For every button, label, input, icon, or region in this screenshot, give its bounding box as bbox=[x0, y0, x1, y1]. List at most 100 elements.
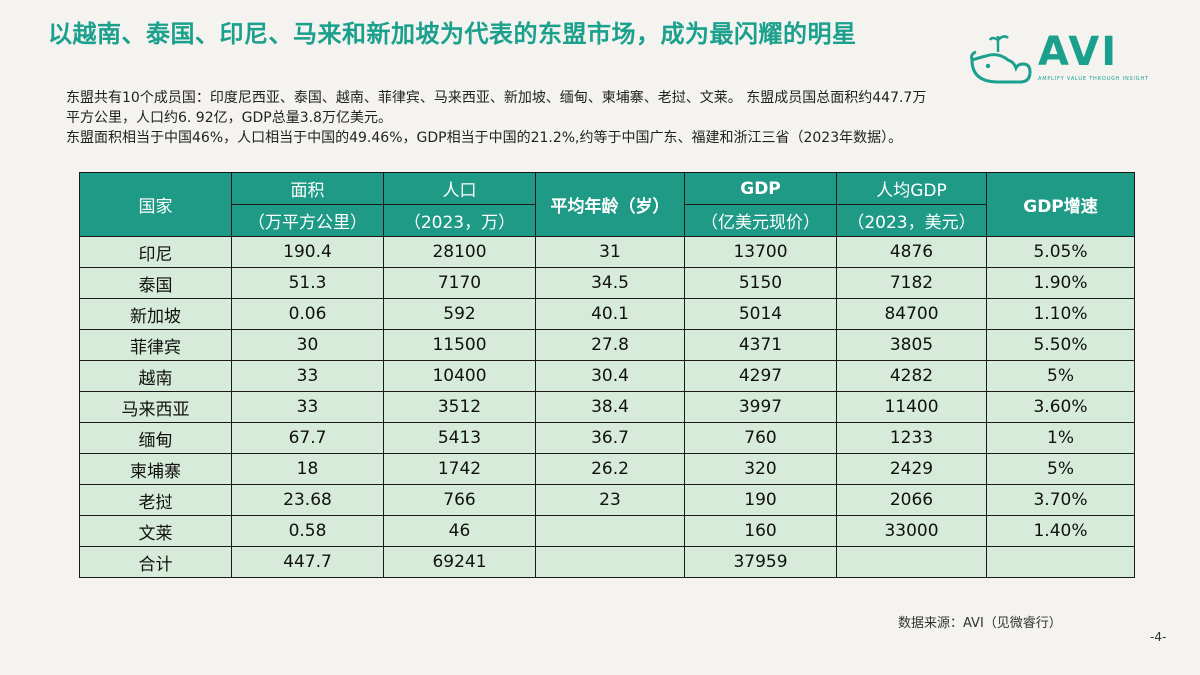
table-cell: 新加坡 bbox=[79, 298, 232, 330]
table-cell bbox=[986, 546, 1135, 578]
table-cell: 5.05% bbox=[986, 236, 1135, 268]
header-avg-age: 平均年龄（岁） bbox=[535, 172, 685, 237]
table-cell: 缅甸 bbox=[79, 422, 232, 454]
table-cell: 马来西亚 bbox=[79, 391, 232, 423]
table-cell: 4297 bbox=[684, 360, 837, 392]
table-cell: 26.2 bbox=[535, 453, 685, 485]
logo-wordmark: AVI bbox=[1038, 29, 1119, 75]
header-area: 面积 bbox=[231, 172, 384, 205]
table-cell: 447.7 bbox=[231, 546, 384, 578]
table-cell: 3805 bbox=[836, 329, 987, 361]
table-cell: 3997 bbox=[684, 391, 837, 423]
table-cell bbox=[836, 546, 987, 578]
table-cell: 320 bbox=[684, 453, 837, 485]
table-cell: 190 bbox=[684, 484, 837, 516]
table-cell: 3512 bbox=[383, 391, 536, 423]
table-cell: 2429 bbox=[836, 453, 987, 485]
header-population-unit: （2023，万） bbox=[383, 204, 536, 237]
table-cell: 23.68 bbox=[231, 484, 384, 516]
table-cell: 1.10% bbox=[986, 298, 1135, 330]
table-cell: 33000 bbox=[836, 515, 987, 547]
table-cell: 越南 bbox=[79, 360, 232, 392]
table-cell: 5413 bbox=[383, 422, 536, 454]
intro-line-2: 平方公里，人口约6. 92亿，GDP总量3.8万亿美元。 bbox=[66, 110, 392, 126]
asean-data-table: 国家 面积 人口 平均年龄（岁） GDP 人均GDP GDP增速 （万平方公里）… bbox=[79, 172, 1135, 578]
table-cell: 30 bbox=[231, 329, 384, 361]
header-gdp-growth: GDP增速 bbox=[986, 172, 1135, 237]
header-gdp-unit: （亿美元现价） bbox=[684, 204, 837, 237]
page-title: 以越南、泰国、印尼、马来和新加坡为代表的东盟市场，成为最闪耀的明星 bbox=[48, 20, 857, 48]
intro-line-1: 东盟共有10个成员国：印度尼西亚、泰国、越南、菲律宾、马来西亚、新加坡、缅甸、柬… bbox=[66, 90, 927, 106]
table-cell: 3.70% bbox=[986, 484, 1135, 516]
table-cell: 2066 bbox=[836, 484, 987, 516]
table-cell: 40.1 bbox=[535, 298, 685, 330]
table-cell: 老挝 bbox=[79, 484, 232, 516]
table-cell: 67.7 bbox=[231, 422, 384, 454]
table-cell: 4282 bbox=[836, 360, 987, 392]
table-cell: 5% bbox=[986, 453, 1135, 485]
table-cell: 5.50% bbox=[986, 329, 1135, 361]
table-row: 越南 33 10400 30.4 4297 4282 5% bbox=[79, 360, 1135, 392]
table-cell: 4371 bbox=[684, 329, 837, 361]
table-cell: 592 bbox=[383, 298, 536, 330]
table-cell: 84700 bbox=[836, 298, 987, 330]
table-row: 印尼 190.4 28100 31 13700 4876 5.05% bbox=[79, 236, 1135, 268]
table-cell: 33 bbox=[231, 391, 384, 423]
table-cell: 18 bbox=[231, 453, 384, 485]
table-cell: 28100 bbox=[383, 236, 536, 268]
page-number: -4- bbox=[1150, 630, 1167, 644]
table-cell: 190.4 bbox=[231, 236, 384, 268]
table-row: 缅甸 67.7 5413 36.7 760 1233 1% bbox=[79, 422, 1135, 454]
table-row-total: 合计 447.7 69241 37959 bbox=[79, 546, 1135, 578]
logo-tagline: AMPLIFY VALUE THROUGH INSIGHT bbox=[1038, 76, 1149, 82]
table-cell: 1% bbox=[986, 422, 1135, 454]
table-cell: 766 bbox=[383, 484, 536, 516]
table-cell: 菲律宾 bbox=[79, 329, 232, 361]
header-gdp: GDP bbox=[684, 172, 837, 205]
table-row: 菲律宾 30 11500 27.8 4371 3805 5.50% bbox=[79, 329, 1135, 361]
table-cell: 7170 bbox=[383, 267, 536, 299]
whale-logo-icon bbox=[970, 35, 1032, 84]
table-cell: 1.90% bbox=[986, 267, 1135, 299]
table-cell: 13700 bbox=[684, 236, 837, 268]
table-row: 马来西亚 33 3512 38.4 3997 11400 3.60% bbox=[79, 391, 1135, 423]
table-cell: 5150 bbox=[684, 267, 837, 299]
table-cell: 160 bbox=[684, 515, 837, 547]
header-gdp-per-capita-unit: （2023，美元） bbox=[836, 204, 987, 237]
table-cell: 合计 bbox=[79, 546, 232, 578]
table-row: 文莱 0.58 46 160 33000 1.40% bbox=[79, 515, 1135, 547]
table-cell: 3.60% bbox=[986, 391, 1135, 423]
table-cell: 31 bbox=[535, 236, 685, 268]
table-cell: 37959 bbox=[684, 546, 837, 578]
table-row: 柬埔寨 18 1742 26.2 320 2429 5% bbox=[79, 453, 1135, 485]
table-cell: 27.8 bbox=[535, 329, 685, 361]
table-cell: 文莱 bbox=[79, 515, 232, 547]
table-cell bbox=[535, 515, 685, 547]
intro-line-3: 东盟面积相当于中国46%，人口相当于中国的49.46%，GDP相当于中国的21.… bbox=[66, 130, 903, 146]
table-cell bbox=[535, 546, 685, 578]
header-population: 人口 bbox=[383, 172, 536, 205]
table-cell: 印尼 bbox=[79, 236, 232, 268]
table-row: 泰国 51.3 7170 34.5 5150 7182 1.90% bbox=[79, 267, 1135, 299]
table-cell: 51.3 bbox=[231, 267, 384, 299]
table-cell: 1.40% bbox=[986, 515, 1135, 547]
table-cell: 4876 bbox=[836, 236, 987, 268]
table-cell: 760 bbox=[684, 422, 837, 454]
table-cell: 69241 bbox=[383, 546, 536, 578]
table-cell: 1742 bbox=[383, 453, 536, 485]
table-cell: 36.7 bbox=[535, 422, 685, 454]
table-cell: 11400 bbox=[836, 391, 987, 423]
header-area-unit: （万平方公里） bbox=[231, 204, 384, 237]
table-cell: 5014 bbox=[684, 298, 837, 330]
table-cell: 33 bbox=[231, 360, 384, 392]
avi-logo: AVI AMPLIFY VALUE THROUGH INSIGHT bbox=[968, 30, 1148, 88]
table-cell: 泰国 bbox=[79, 267, 232, 299]
table-cell: 34.5 bbox=[535, 267, 685, 299]
table-row: 新加坡 0.06 592 40.1 5014 84700 1.10% bbox=[79, 298, 1135, 330]
table-cell: 38.4 bbox=[535, 391, 685, 423]
table-row: 老挝 23.68 766 23 190 2066 3.70% bbox=[79, 484, 1135, 516]
table-cell: 46 bbox=[383, 515, 536, 547]
table-cell: 10400 bbox=[383, 360, 536, 392]
table-cell: 0.58 bbox=[231, 515, 384, 547]
table-cell: 30.4 bbox=[535, 360, 685, 392]
